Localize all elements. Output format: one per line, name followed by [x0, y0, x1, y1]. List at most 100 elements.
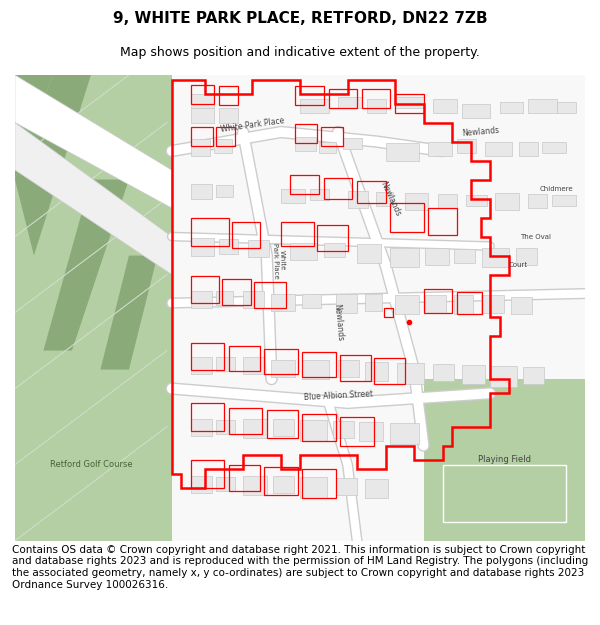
Bar [300, 420, 326, 441]
Bar [336, 294, 357, 312]
Bar [390, 422, 419, 444]
Polygon shape [15, 75, 53, 179]
Bar [300, 477, 326, 498]
Bar [528, 194, 547, 208]
Bar [243, 291, 264, 308]
Bar [404, 193, 428, 210]
Bar [191, 139, 210, 156]
Bar [461, 104, 490, 118]
Text: White Park Place: White Park Place [220, 116, 285, 134]
Bar [438, 194, 457, 208]
Polygon shape [15, 75, 91, 256]
Bar [454, 296, 473, 314]
Bar [466, 195, 487, 206]
Bar [274, 476, 294, 493]
Text: Newlands: Newlands [378, 180, 402, 218]
Text: Map shows position and indicative extent of the property.: Map shows position and indicative extent… [120, 46, 480, 59]
Bar [557, 102, 575, 113]
Bar [281, 189, 305, 203]
Bar [243, 419, 267, 438]
Bar [191, 419, 212, 436]
Bar [310, 189, 329, 201]
Bar [481, 296, 505, 312]
Text: Newlands: Newlands [332, 303, 344, 341]
Polygon shape [424, 379, 585, 541]
Bar [271, 360, 295, 377]
Bar [495, 193, 518, 210]
Bar [274, 419, 294, 436]
Bar [191, 357, 212, 374]
Bar [376, 192, 393, 206]
Text: Playing Field: Playing Field [478, 456, 531, 464]
Bar [395, 296, 419, 314]
Bar [338, 360, 359, 377]
Bar [324, 243, 344, 258]
Bar [397, 363, 424, 384]
Bar [191, 94, 214, 108]
Bar [217, 357, 235, 371]
Bar [290, 243, 317, 260]
Text: Contains OS data © Crown copyright and database right 2021. This information is : Contains OS data © Crown copyright and d… [12, 545, 588, 589]
Bar [485, 141, 512, 156]
Bar [300, 99, 329, 113]
Text: Court: Court [509, 262, 528, 268]
Polygon shape [100, 256, 157, 369]
Bar [425, 248, 449, 265]
Text: Retford Golf Course: Retford Golf Course [50, 460, 132, 469]
Bar [243, 357, 264, 374]
Text: Blue Albion Street: Blue Albion Street [303, 390, 373, 402]
Polygon shape [15, 122, 172, 274]
Bar [191, 184, 212, 199]
Bar [457, 139, 476, 153]
Bar [243, 476, 267, 495]
Bar [214, 139, 232, 153]
Bar [302, 360, 329, 379]
Bar [425, 296, 446, 312]
Bar [395, 97, 424, 108]
Bar [386, 143, 419, 161]
Bar [482, 248, 509, 267]
Bar [523, 367, 544, 384]
Bar [516, 248, 536, 265]
Bar [217, 291, 233, 305]
Text: Chidmere: Chidmere [540, 186, 574, 192]
Text: Newlands: Newlands [461, 126, 500, 138]
Bar [428, 141, 452, 156]
Bar [343, 138, 362, 149]
Bar [511, 298, 532, 314]
Bar [461, 365, 485, 384]
Bar [365, 479, 388, 498]
Bar [333, 421, 354, 438]
Bar [528, 99, 557, 113]
Bar [365, 294, 382, 311]
Bar [359, 422, 383, 441]
Polygon shape [172, 75, 585, 541]
Bar [219, 108, 238, 122]
Bar [271, 294, 295, 311]
Bar [433, 364, 454, 381]
Bar [390, 248, 419, 267]
Polygon shape [15, 75, 172, 208]
Bar [357, 244, 381, 263]
Polygon shape [43, 179, 129, 351]
Bar [319, 141, 336, 153]
Bar [191, 476, 212, 493]
Bar [248, 241, 269, 258]
Bar [542, 141, 566, 153]
Bar [365, 362, 388, 381]
Polygon shape [15, 75, 172, 541]
Bar [217, 185, 233, 197]
Text: The Oval: The Oval [520, 234, 551, 239]
Bar [302, 294, 321, 308]
Bar [219, 239, 238, 254]
Text: White
Park Place: White Park Place [272, 242, 286, 278]
Bar [217, 477, 235, 491]
Text: 9, WHITE PARK PLACE, RETFORD, DN22 7ZB: 9, WHITE PARK PLACE, RETFORD, DN22 7ZB [113, 11, 487, 26]
Bar [552, 195, 575, 206]
Bar [454, 249, 475, 263]
Bar [500, 102, 523, 113]
Bar [433, 99, 457, 113]
Bar [367, 99, 386, 113]
Bar [295, 137, 316, 151]
Bar [490, 366, 517, 387]
